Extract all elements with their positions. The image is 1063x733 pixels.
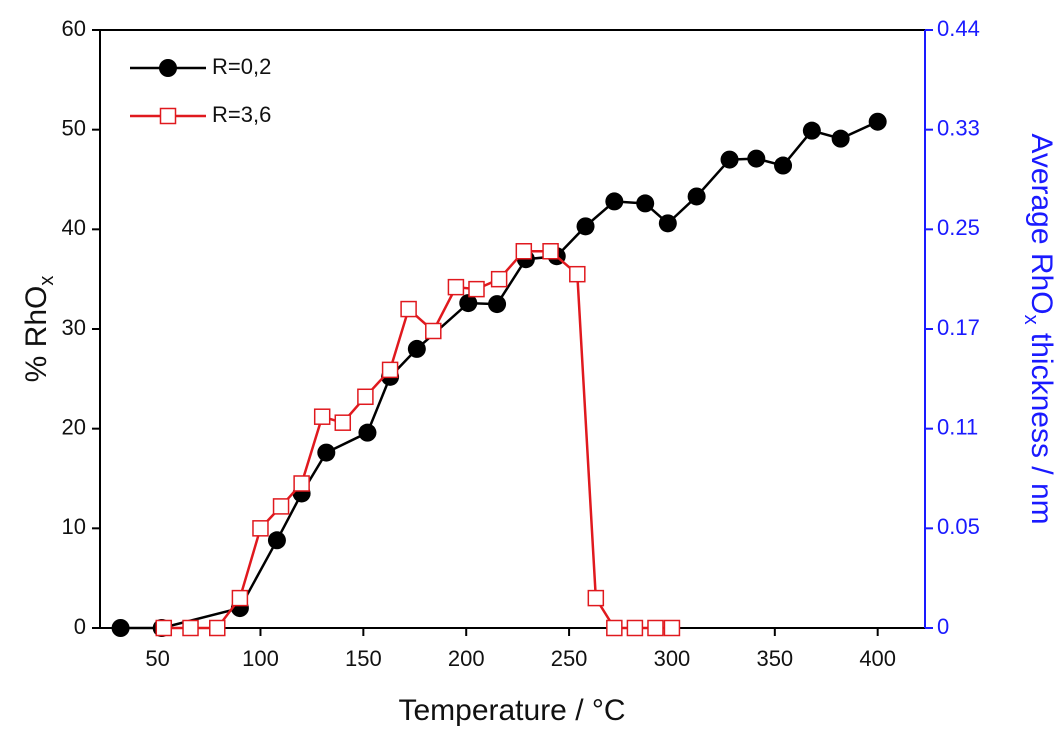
marker (647, 619, 664, 637)
marker (774, 156, 793, 175)
marker (459, 294, 478, 313)
marker (802, 121, 821, 140)
x-tick-label: 250 (551, 646, 588, 671)
marker (252, 520, 269, 537)
marker (334, 414, 352, 431)
legend-label: R=3,6 (212, 102, 271, 127)
y2-label-main: Average RhO (1025, 133, 1058, 314)
marker (313, 408, 331, 425)
marker (357, 388, 374, 406)
marker (209, 619, 226, 637)
x-axis-label: Temperature / °C (398, 694, 625, 727)
marker (111, 619, 130, 637)
marker (542, 243, 559, 260)
series-line (120, 120, 879, 630)
marker (605, 192, 624, 211)
y-label-sub: x (36, 276, 58, 286)
x-tick-label: 100 (242, 646, 279, 671)
y2-tick-label: 0 (937, 614, 949, 639)
y-axis-label: % RhOx (20, 276, 58, 383)
series-line (163, 250, 672, 630)
marker (155, 619, 173, 637)
x-tick-label: 350 (756, 646, 793, 671)
marker (400, 300, 417, 318)
marker (381, 361, 399, 379)
legend-marker (159, 59, 177, 77)
marker (447, 278, 465, 296)
y2-label-rest: thickness / nm (1025, 325, 1058, 525)
y-tick-label: 0 (74, 614, 86, 639)
marker (687, 187, 706, 206)
marker (490, 270, 508, 288)
y-tick-label: 20 (62, 414, 86, 439)
marker (182, 619, 199, 637)
y-tick-label: 30 (62, 315, 86, 340)
marker (468, 280, 485, 298)
marker (231, 589, 249, 607)
marker (358, 423, 377, 442)
marker (293, 475, 310, 492)
marker (626, 619, 644, 637)
marker (720, 150, 739, 169)
marker (317, 443, 336, 462)
y2-tick-label: 0.17 (937, 315, 980, 340)
y-tick-label: 10 (62, 514, 86, 539)
y-tick-label: 40 (62, 215, 86, 240)
marker (606, 619, 623, 637)
x-tick-label: 50 (145, 646, 169, 671)
marker (272, 498, 290, 515)
x-tick-label: 400 (859, 646, 896, 671)
y2-tick-label: 0.11 (937, 414, 978, 439)
y2-axis-label: Average RhOx thickness / nm (1020, 133, 1058, 524)
y2-tick-label: 0.05 (937, 514, 980, 539)
y2-label-sub: x (1020, 315, 1042, 325)
y2-tick-label: 0.44 (937, 16, 980, 41)
marker (515, 243, 533, 260)
marker (425, 322, 442, 340)
marker (267, 531, 286, 550)
legend-marker (159, 107, 177, 125)
marker (831, 129, 850, 148)
marker (663, 619, 681, 637)
y2-tick-label: 0.33 (937, 115, 980, 140)
y-tick-label: 50 (62, 115, 86, 140)
x-tick-label: 300 (654, 646, 691, 671)
y-label-main: % RhO (20, 286, 53, 383)
marker (658, 214, 677, 233)
x-tick-label: 150 (345, 646, 382, 671)
legend-label: R=0,2 (212, 54, 271, 79)
x-tick-label: 200 (448, 646, 485, 671)
marker (488, 295, 507, 314)
marker (407, 339, 426, 358)
y-tick-label: 60 (62, 16, 86, 41)
marker (868, 112, 887, 131)
marker (569, 265, 586, 283)
marker (747, 149, 766, 168)
marker (587, 589, 605, 607)
marker (576, 217, 595, 236)
y2-tick-label: 0.25 (937, 215, 980, 240)
marker (636, 194, 655, 213)
